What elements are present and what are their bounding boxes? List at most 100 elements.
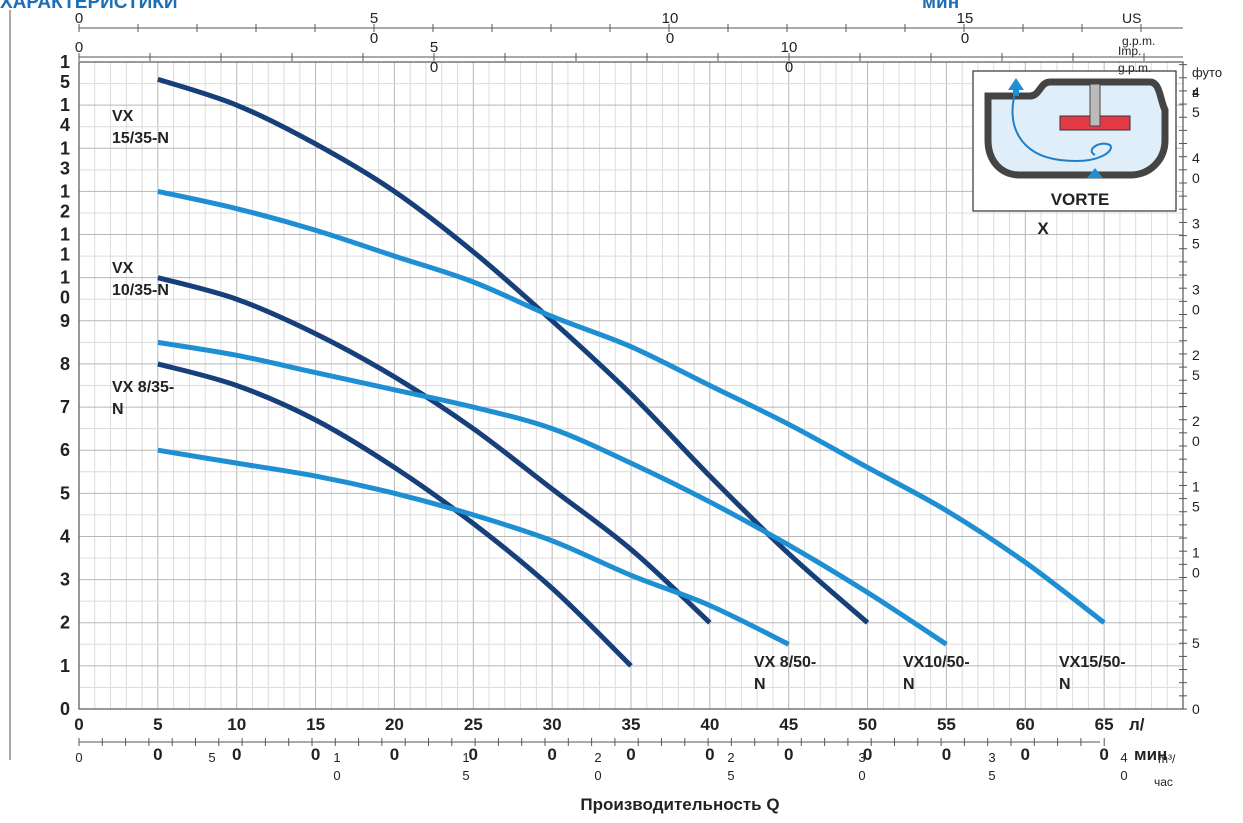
x-tick-label-2: 0: [469, 745, 478, 764]
x-tick-label: 0: [74, 715, 83, 734]
x-tick-label: 15: [306, 715, 325, 734]
series-line: [157, 76, 870, 625]
us-gpm-tick-label: 15: [957, 10, 974, 27]
series-label: N: [754, 676, 766, 693]
y-tick-label: 5: [60, 72, 70, 92]
feet-tick-label: 4: [1192, 84, 1200, 100]
chart-axes: 0 501001502002503003504004505005506006500…: [9, 10, 1200, 783]
feet-tick-label: 4: [1192, 150, 1200, 166]
chart-series: [157, 76, 1106, 668]
x-tick-label: 20: [385, 715, 404, 734]
x-tick-label-2: 0: [547, 745, 556, 764]
x-tick-label-2: 0: [705, 745, 714, 764]
m3h-tick-label: 3: [858, 750, 865, 765]
us-gpm-tick-label: 10: [662, 10, 679, 27]
feet-unit-top: футо: [1192, 65, 1222, 80]
x-tick-label: 40: [700, 715, 719, 734]
imp-gpm-tick-label: 0: [785, 59, 793, 76]
x-tick-label-2: 0: [784, 745, 793, 764]
m3h-tick-label: 0: [594, 768, 601, 783]
us-gpm-tick-label: 0: [961, 30, 969, 47]
x-tick-label: 35: [622, 715, 641, 734]
m3h-tick-label: 1: [333, 750, 340, 765]
feet-tick-label: 3: [1192, 281, 1200, 297]
y-tick-label: 2: [60, 613, 70, 633]
m3h-tick-label: 3: [988, 750, 995, 765]
x-tick-label: 65: [1095, 715, 1114, 734]
series-label: N: [1059, 676, 1071, 693]
series-label: VX 8/50-: [754, 654, 816, 671]
y-tick-label: 0: [60, 288, 70, 308]
imp-gpm-tick-label: 10: [781, 39, 798, 56]
inset-label-line2: X: [1037, 219, 1049, 238]
feet-tick-label: 5: [1192, 635, 1200, 651]
m3h-unit-top: m³/: [1158, 752, 1176, 766]
imp-gpm-unit-2: g.p.m.: [1118, 61, 1151, 75]
us-gpm-tick-label: 5: [370, 10, 378, 27]
x-tick-label: 25: [464, 715, 483, 734]
x-axis-label: Производительность Q: [580, 795, 779, 814]
x-tick-label-2: 0: [863, 745, 872, 764]
y-tick-label: 7: [60, 397, 70, 417]
series-line: [157, 275, 712, 625]
feet-tick-label: 2: [1192, 347, 1200, 363]
feet-tick-label: 1: [1192, 544, 1200, 560]
feet-tick-label: 2: [1192, 413, 1200, 429]
y-tick-label: 1: [60, 52, 70, 72]
x-tick-label: 5: [153, 715, 162, 734]
feet-tick-label: 0: [1192, 701, 1200, 717]
y-tick-label: 0: [60, 699, 70, 719]
x-tick-label: 60: [1016, 715, 1035, 734]
m3h-unit-bottom: час: [1154, 775, 1173, 789]
x-tick-label: 30: [543, 715, 562, 734]
us-gpm-tick-label: 0: [370, 30, 378, 47]
y-tick-label: 8: [60, 354, 70, 374]
series-line: [157, 188, 1106, 625]
series-label: 10/35-N: [112, 282, 169, 299]
chart-title-right: мин: [922, 0, 960, 13]
chart-labels: VX 15/35-N VX 10/35-N VX 8/35- N VX15/50- N VX10…: [112, 108, 1126, 693]
chart-title: ХАРАКТЕРИСТИКИ: [0, 0, 178, 13]
series-line: [157, 339, 948, 647]
x-tick-label: 10: [227, 715, 246, 734]
series-label: VX 8/35-: [112, 379, 174, 396]
y-tick-label: 1: [60, 95, 70, 115]
m3h-tick-label: 5: [727, 768, 734, 783]
y-tick-label: 1: [60, 181, 70, 201]
x-tick-label: 45: [779, 715, 798, 734]
feet-tick-label: 5: [1192, 104, 1200, 120]
series-label: VX: [112, 108, 134, 125]
m3h-tick-label: 2: [727, 750, 734, 765]
series-label: VX: [112, 260, 134, 277]
x-tick-label-2: 0: [153, 745, 162, 764]
imp-gpm-unit: Imp.: [1118, 44, 1141, 58]
m3h-tick-label: 2: [594, 750, 601, 765]
us-gpm-unit: US: [1122, 10, 1141, 26]
feet-tick-label: 3: [1192, 216, 1200, 232]
m3h-tick-label: 0: [858, 768, 865, 783]
series-label: VX10/50-: [903, 654, 970, 671]
x-unit-top: л/: [1129, 715, 1145, 734]
m3h-tick-label: 0: [1120, 768, 1127, 783]
x-tick-label-2: 0: [1021, 745, 1030, 764]
vortex-inset: VORTE: [972, 70, 1177, 212]
y-tick-label: 1: [60, 225, 70, 245]
m3h-tick-label: 1: [462, 750, 469, 765]
x-tick-label-2: 0: [942, 745, 951, 764]
m3h-tick-label: 5: [988, 768, 995, 783]
series-line: [157, 447, 790, 647]
y-tick-label: 4: [60, 526, 70, 546]
y-tick-label: 3: [60, 570, 70, 590]
imp-gpm-tick-label: 0: [430, 59, 438, 76]
x-tick-label: 55: [937, 715, 956, 734]
us-gpm-tick-label: 0: [666, 30, 674, 47]
us-gpm-tick-label: 0: [75, 10, 83, 27]
series-label: 15/35-N: [112, 130, 169, 147]
y-tick-label: 3: [60, 158, 70, 178]
x-tick-label-2: 0: [232, 745, 241, 764]
y-tick-label: 1: [60, 268, 70, 288]
series-label: VX15/50-: [1059, 654, 1126, 671]
feet-tick-label: 0: [1192, 301, 1200, 317]
imp-gpm-tick-label: 5: [430, 39, 438, 56]
feet-tick-label: 0: [1192, 564, 1200, 580]
